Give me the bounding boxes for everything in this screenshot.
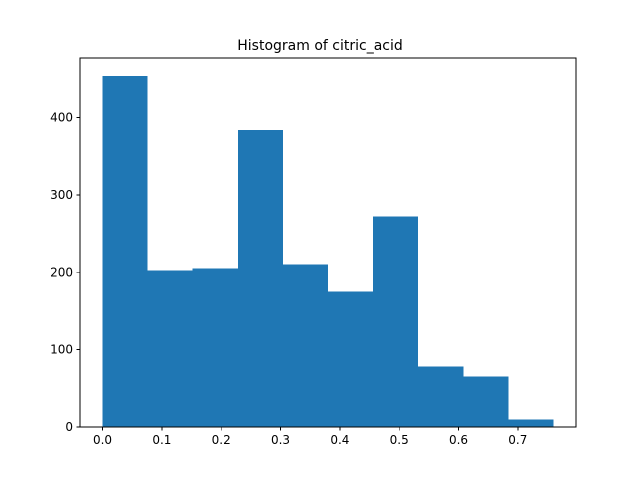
axes-group: 0.0 0.1 0.2 0.3 0.4 0.5 0.6 0.7 0 100 200 300 400 <box>50 57 577 447</box>
x-tick-label: 0.0 <box>93 433 112 447</box>
x-tick-label: 0.7 <box>508 433 527 447</box>
bars-group <box>102 75 554 427</box>
y-tick-label: 400 <box>50 111 73 125</box>
x-tick-label: 0.4 <box>330 433 349 447</box>
y-tick-label: 200 <box>50 265 73 279</box>
histogram-bar-2 <box>192 268 238 427</box>
y-tick-label: 100 <box>50 343 73 357</box>
x-tick-label: 0.3 <box>271 433 290 447</box>
x-tick-label: 0.2 <box>212 433 231 447</box>
y-tick-label: 300 <box>50 188 73 202</box>
histogram-bar-6 <box>373 216 419 427</box>
y-tick-label: 0 <box>65 420 73 434</box>
axes-frame <box>79 57 577 428</box>
histogram-bar-1 <box>147 270 193 427</box>
x-tick-label: 0.1 <box>152 433 171 447</box>
chart-title: Histogram of citric_acid <box>237 38 403 54</box>
histogram-bar-3 <box>237 129 283 427</box>
histogram-bar-8 <box>463 376 509 427</box>
histogram-bar-5 <box>328 291 374 427</box>
histogram-bar-9 <box>508 419 554 427</box>
histogram-bar-4 <box>282 264 328 427</box>
histogram-bar-0 <box>102 75 148 427</box>
histogram-bar-7 <box>418 366 464 427</box>
x-tick-label: 0.6 <box>449 433 468 447</box>
x-tick-label: 0.5 <box>390 433 409 447</box>
